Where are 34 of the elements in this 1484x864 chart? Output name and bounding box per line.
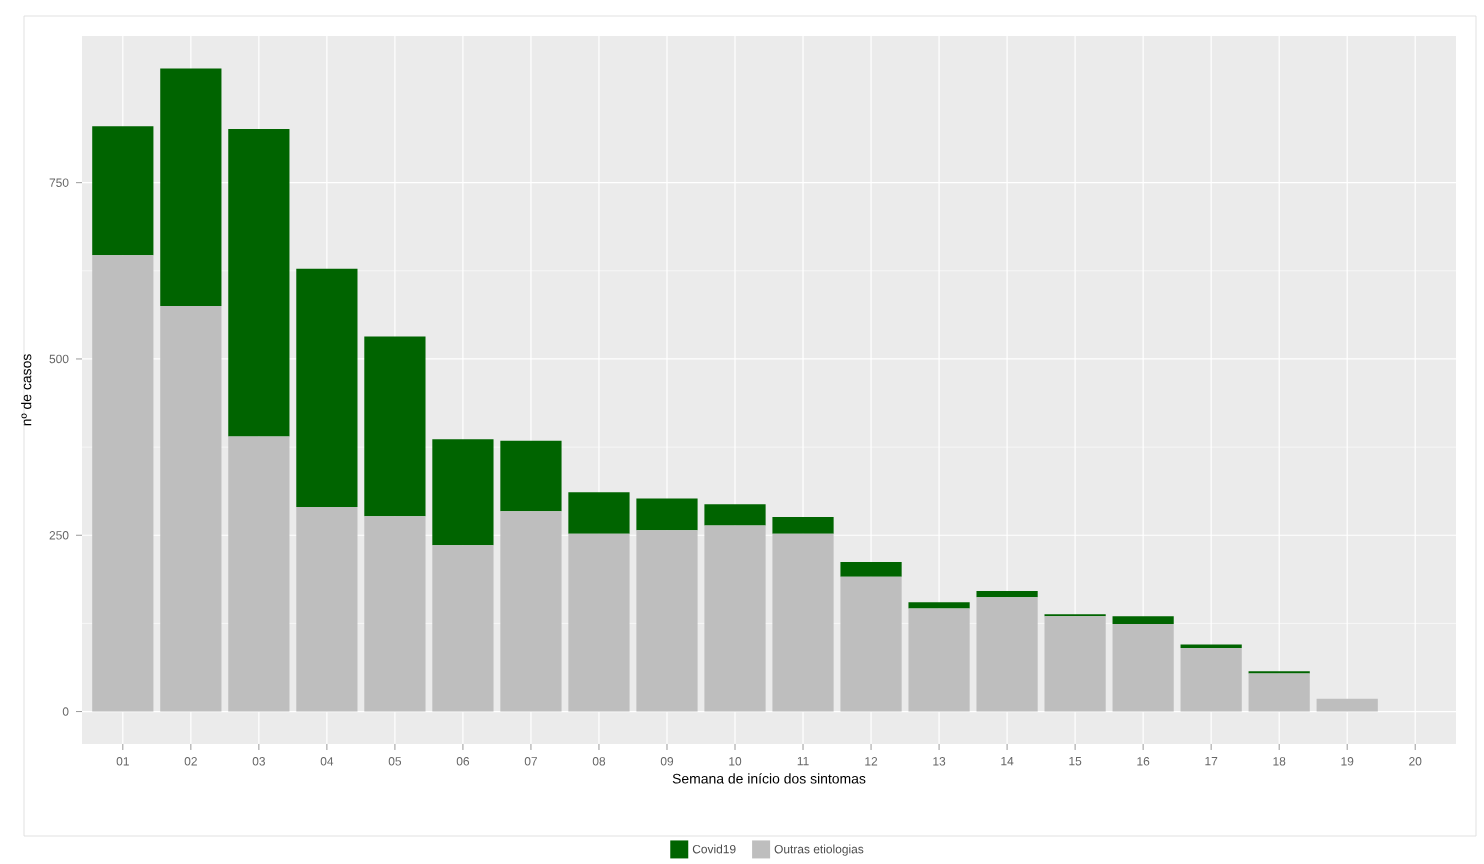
bar bbox=[228, 128, 290, 437]
bar bbox=[1044, 616, 1106, 712]
bar bbox=[772, 516, 834, 534]
bar bbox=[1248, 673, 1310, 712]
bar bbox=[636, 498, 698, 531]
bar bbox=[296, 506, 358, 712]
bar bbox=[840, 576, 902, 712]
bar bbox=[1316, 698, 1378, 712]
bar bbox=[92, 126, 154, 256]
bar bbox=[364, 336, 426, 517]
bar bbox=[228, 436, 290, 712]
bar bbox=[1180, 648, 1242, 712]
bar bbox=[160, 68, 222, 306]
bar bbox=[500, 440, 562, 512]
bar bbox=[500, 511, 562, 712]
bar bbox=[704, 504, 766, 526]
bar bbox=[772, 533, 834, 712]
bar bbox=[92, 255, 154, 712]
bar bbox=[568, 492, 630, 534]
bar bbox=[976, 597, 1038, 712]
bar bbox=[636, 530, 698, 712]
bar bbox=[568, 533, 630, 712]
bar bbox=[840, 561, 902, 577]
bar bbox=[296, 268, 358, 507]
bar bbox=[1112, 616, 1174, 625]
bar bbox=[160, 305, 222, 712]
bar bbox=[908, 608, 970, 712]
bar bbox=[908, 602, 970, 609]
bar bbox=[1112, 624, 1174, 712]
bar bbox=[432, 439, 494, 546]
bar bbox=[704, 525, 766, 712]
bar bbox=[976, 590, 1038, 598]
bar bbox=[432, 545, 494, 712]
bar bbox=[364, 516, 426, 712]
